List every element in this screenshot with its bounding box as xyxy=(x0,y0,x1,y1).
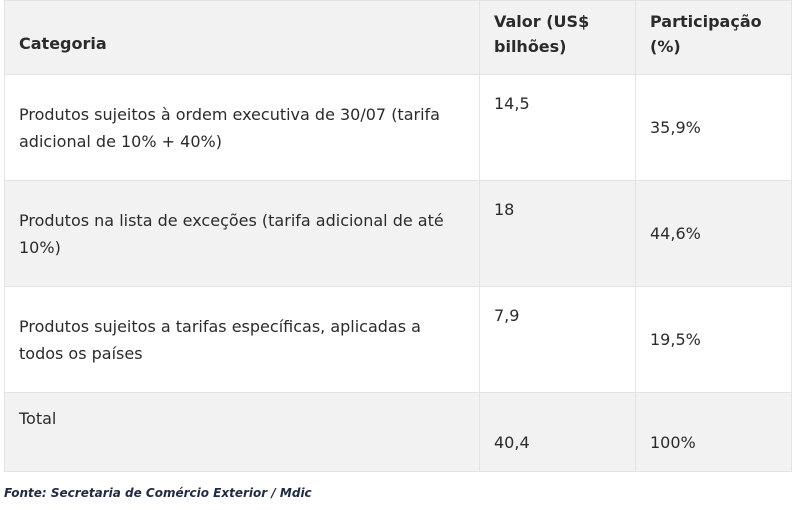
cell-share: 19,5% xyxy=(635,286,792,393)
header-category: Categoria xyxy=(4,0,480,75)
table-row: Produtos na lista de exceções (tarifa ad… xyxy=(4,180,792,287)
total-share: 100% xyxy=(635,392,792,472)
table-row: Produtos sujeitos a tarifas específicas,… xyxy=(4,286,792,393)
cell-category: Produtos sujeitos à ordem executiva de 3… xyxy=(4,74,480,181)
cell-value: 7,9 xyxy=(479,286,636,393)
cell-share: 35,9% xyxy=(635,74,792,181)
total-value: 40,4 xyxy=(479,392,636,472)
cell-category: Produtos sujeitos a tarifas específicas,… xyxy=(4,286,480,393)
table-row: Produtos sujeitos à ordem executiva de 3… xyxy=(4,74,792,181)
cell-value: 18 xyxy=(479,180,636,287)
tariff-table-container: Categoria Valor (US$ bilhões) Participaç… xyxy=(4,0,792,472)
cell-value: 14,5 xyxy=(479,74,636,181)
source-note: Fonte: Secretaria de Comércio Exterior /… xyxy=(4,486,312,500)
cell-category: Produtos na lista de exceções (tarifa ad… xyxy=(4,180,480,287)
tariff-table: Categoria Valor (US$ bilhões) Participaç… xyxy=(4,0,792,472)
table-header-row: Categoria Valor (US$ bilhões) Participaç… xyxy=(4,0,792,75)
total-label: Total xyxy=(4,392,480,472)
table-total-row: Total 40,4 100% xyxy=(4,392,792,472)
header-value: Valor (US$ bilhões) xyxy=(479,0,636,75)
cell-share: 44,6% xyxy=(635,180,792,287)
header-share: Participação (%) xyxy=(635,0,792,75)
